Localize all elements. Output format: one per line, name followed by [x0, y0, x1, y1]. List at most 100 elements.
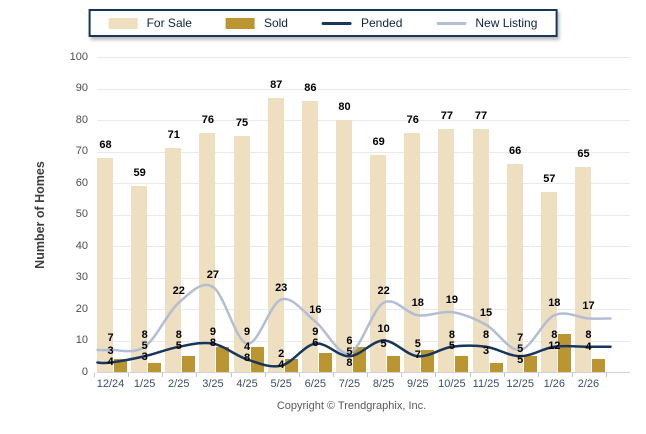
new-listing-value-label: 22 — [377, 284, 390, 297]
sold-value-label: 8 — [346, 357, 353, 370]
x-tick-mark — [435, 373, 437, 377]
for-sale-bar — [233, 135, 250, 372]
pended-value-label: 8 — [585, 328, 592, 341]
x-tick-mark — [128, 373, 130, 377]
for-sale-value-label: 77 — [440, 110, 454, 123]
pended-swatch — [321, 21, 352, 25]
for-sale-value-label: 69 — [372, 135, 385, 148]
for-sale-swatch — [108, 17, 138, 29]
for-sale-bar — [267, 97, 284, 372]
pended-value-label: 4 — [243, 341, 251, 354]
for-sale-value-label: 80 — [338, 101, 351, 113]
sold-value-label: 5 — [175, 339, 182, 352]
sold-value-label: 4 — [585, 341, 592, 354]
legend: For Sale Sold Pended New Listing — [88, 9, 558, 37]
legend-item-for-sale: For Sale — [108, 16, 192, 30]
x-tick-label: 12/24 — [96, 378, 125, 390]
gridline-70 — [97, 151, 630, 153]
x-tick-label: 9/25 — [407, 378, 429, 390]
new-listing-value-label: 15 — [479, 306, 493, 319]
for-sale-bar — [97, 157, 113, 372]
legend-label-for-sale: For Sale — [146, 16, 192, 30]
y-tick-label: 70 — [75, 145, 88, 157]
sold-value-label: 5 — [517, 353, 524, 366]
legend-label-new-listing: New Listing — [475, 16, 538, 30]
y-tick-label: 0 — [81, 365, 88, 378]
gridline-20 — [97, 309, 630, 310]
sold-value-label: 4 — [278, 358, 285, 371]
x-tick-mark — [401, 373, 403, 377]
y-tick-label: 50 — [75, 208, 88, 220]
for-sale-bar — [472, 129, 489, 372]
x-tick-mark — [94, 373, 95, 377]
for-sale-value-label: 71 — [167, 129, 180, 142]
sold-value-label: 3 — [141, 350, 148, 363]
for-sale-bar — [506, 164, 523, 372]
pended-value-label: 10 — [377, 322, 390, 335]
new-listing-value-label: 27 — [206, 268, 220, 281]
x-tick-mark — [162, 373, 164, 377]
new-listing-swatch — [436, 21, 467, 25]
x-tick-mark — [264, 373, 266, 377]
x-tick-mark — [230, 373, 232, 377]
x-tick-label: 10/25 — [438, 378, 466, 390]
x-tick-label: 5/25 — [270, 378, 292, 390]
sold-value-label: 8 — [243, 352, 251, 365]
for-sale-value-label: 57 — [543, 173, 556, 186]
pended-value-label: 8 — [482, 328, 490, 341]
new-listing-value-label: 6 — [346, 335, 353, 348]
pended-value-label: 9 — [209, 325, 216, 338]
y-tick-label: 30 — [75, 271, 88, 283]
sold-bar — [489, 362, 503, 372]
y-tick-label: 20 — [75, 302, 88, 315]
gridline-50 — [97, 214, 630, 216]
pended-value-label: 3 — [107, 344, 114, 357]
pended-value-label: 5 — [517, 342, 524, 355]
new-listing-value-label: 7 — [107, 331, 114, 344]
legend-label-pended: Pended — [360, 16, 403, 30]
for-sale-value-label: 66 — [509, 145, 522, 158]
sold-bar — [148, 362, 162, 372]
copyright-text: Copyright © Trendgraphix, Inc. — [276, 400, 427, 412]
x-tick-label: 8/25 — [372, 378, 395, 390]
x-tick-mark — [332, 373, 334, 377]
pended-value-label: 5 — [414, 338, 421, 351]
for-sale-value-label: 77 — [474, 110, 488, 123]
for-sale-bar — [335, 120, 352, 372]
new-listing-value-label: 9 — [243, 325, 251, 338]
for-sale-value-label: 87 — [270, 78, 283, 91]
gridline-40 — [97, 246, 630, 247]
x-tick-mark — [606, 373, 608, 377]
sold-bar — [523, 356, 537, 372]
for-sale-bar — [540, 192, 557, 372]
for-sale-value-label: 68 — [99, 138, 112, 151]
sold-value-label: 5 — [380, 338, 387, 351]
pended-value-label: 5 — [346, 346, 353, 359]
pended-value-label: 5 — [141, 339, 148, 352]
for-sale-value-label: 86 — [304, 82, 317, 95]
sold-bar — [182, 356, 196, 372]
new-listing-value-label: 18 — [548, 297, 561, 310]
gridline-80 — [97, 120, 630, 121]
sold-bar — [318, 353, 332, 372]
new-listing-value-label: 19 — [445, 294, 459, 307]
x-tick-label: 2/25 — [168, 378, 190, 390]
y-tick-label: 10 — [75, 334, 88, 346]
x-tick-label: 11/25 — [472, 378, 500, 390]
for-sale-value-label: 75 — [235, 116, 249, 129]
legend-item-sold: Sold — [225, 16, 288, 30]
sold-value-label: 3 — [482, 344, 490, 357]
new-listing-value-label: 17 — [582, 300, 595, 313]
pended-value-label: 9 — [312, 325, 319, 338]
x-tick-label: 1/26 — [543, 378, 566, 390]
for-sale-value-label: 76 — [201, 113, 215, 126]
x-tick-mark — [537, 373, 539, 377]
sold-value-label: 7 — [414, 349, 421, 362]
new-listing-value-label: 23 — [275, 281, 288, 294]
gridline-90 — [97, 88, 630, 90]
new-listing-value-label: 18 — [411, 297, 424, 310]
x-tick-label: 2/26 — [577, 378, 600, 390]
y-tick-label: 100 — [69, 50, 88, 63]
for-sale-bar — [301, 101, 318, 372]
